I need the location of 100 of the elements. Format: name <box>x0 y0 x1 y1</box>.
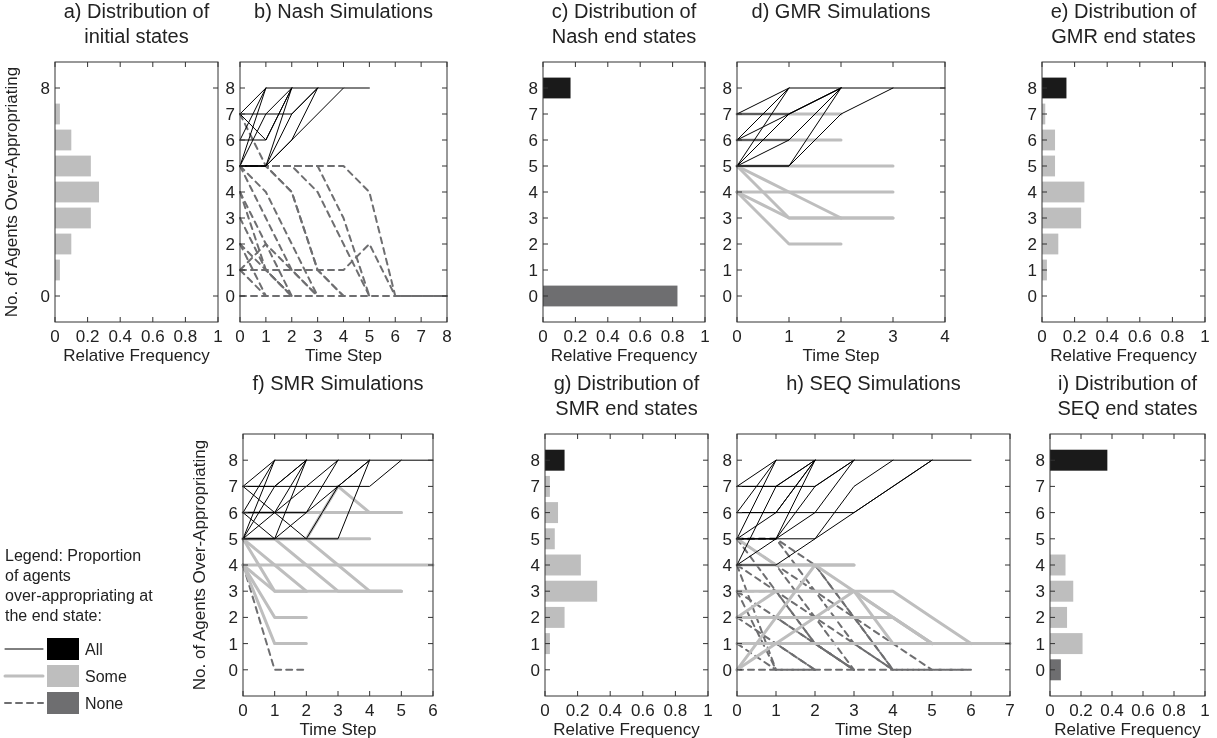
y-tick-label: 2 <box>530 608 540 628</box>
x-tick-label: 0.2 <box>1062 327 1087 346</box>
x-axis-title: Relative Frequency <box>1050 346 1198 365</box>
y-tick-label: 5 <box>722 529 732 549</box>
y-tick-label: 3 <box>722 582 732 602</box>
y-tick-label: 5 <box>530 529 540 549</box>
x-tick-label: 0.8 <box>1162 701 1186 720</box>
y-tick-label: 2 <box>528 234 538 254</box>
y-tick-label: 8 <box>1035 451 1045 471</box>
chart-title: i) Distribution of SEQ end states <box>1057 372 1198 419</box>
y-tick-label: 4 <box>228 555 238 575</box>
y-tick-label: 6 <box>528 130 538 150</box>
y-tick-label: 0 <box>1035 660 1045 680</box>
y-tick-label: 0 <box>225 286 235 306</box>
x-axis-title: Relative Frequency <box>550 346 698 365</box>
y-tick-label: 7 <box>528 104 538 124</box>
y-tick-label: 6 <box>225 130 235 150</box>
x-tick-label: 1 <box>213 327 223 346</box>
y-tick-label: 5 <box>528 156 538 176</box>
y-tick-label: 8 <box>528 78 538 98</box>
y-tick-label: 0 <box>722 286 732 306</box>
legend-label: None <box>85 694 124 712</box>
y-tick-label: 6 <box>530 503 540 523</box>
x-tick-label: 1 <box>1200 701 1210 720</box>
y-tick-label: 5 <box>1027 156 1037 176</box>
chart-title: c) Distribution of Nash end states <box>551 0 697 47</box>
x-tick-label: 6 <box>428 701 438 720</box>
y-tick-label: 5 <box>722 156 732 176</box>
y-tick-label: 4 <box>225 182 235 202</box>
y-tick-label: 6 <box>1027 130 1037 150</box>
y-tick-label: 8 <box>722 78 732 98</box>
y-tick-label: 1 <box>228 634 238 654</box>
x-tick-label: 5 <box>396 701 407 720</box>
y-tick-label: 1 <box>530 634 540 654</box>
y-tick-label: 4 <box>1035 555 1045 575</box>
y-tick-label: 6 <box>1035 503 1045 523</box>
legend-title: Legend: Proportion of agents over-appropriating at the end state: <box>5 547 154 624</box>
y-tick-label: 3 <box>225 208 235 228</box>
x-tick-label: 0.2 <box>75 327 100 346</box>
x-tick-label: 3 <box>333 701 343 720</box>
chart-title: d) GMR Simulations <box>751 0 931 22</box>
y-tick-label: 7 <box>530 477 540 497</box>
x-tick-label: 6 <box>966 701 976 720</box>
y-tick-label: 6 <box>228 503 238 523</box>
y-tick-label: 0 <box>1027 286 1037 306</box>
y-tick-label: 3 <box>530 582 540 602</box>
y-axis-title: No. of Agents Over-Appropriating <box>190 439 209 691</box>
x-tick-label: 1 <box>1200 327 1210 346</box>
y-tick-label: 2 <box>722 608 732 628</box>
x-tick-label: 1 <box>703 701 713 720</box>
y-tick-label: 6 <box>722 503 732 523</box>
x-tick-label: 0.4 <box>1095 327 1120 346</box>
x-tick-label: 2 <box>301 701 312 720</box>
y-tick-label: 3 <box>1035 582 1045 602</box>
y-tick-label: 3 <box>722 208 732 228</box>
y-tick-label: 5 <box>1035 529 1045 549</box>
legend-label: All <box>85 640 103 658</box>
x-tick-label: 0.4 <box>595 327 620 346</box>
x-tick-label: 3 <box>312 327 323 346</box>
y-tick-label: 8 <box>225 78 235 98</box>
chart-title: b) Nash Simulations <box>254 0 433 22</box>
x-tick-label: 0.4 <box>1100 701 1124 720</box>
x-axis-title: Relative Frequency <box>1054 720 1202 738</box>
x-tick-label: 2 <box>810 701 820 720</box>
x-tick-label: 1 <box>261 327 271 346</box>
x-tick-label: 1 <box>784 327 794 346</box>
y-tick-label: 4 <box>722 555 732 575</box>
y-tick-label: 2 <box>722 234 732 254</box>
y-tick-label: 1 <box>528 260 538 280</box>
x-tick-label: 4 <box>940 327 950 346</box>
y-tick-label: 8 <box>722 451 732 471</box>
x-tick-label: 5 <box>364 327 375 346</box>
y-tick-label: 0 <box>530 660 540 680</box>
y-tick-label: 0 <box>722 660 732 680</box>
x-tick-label: 0.6 <box>628 327 653 346</box>
x-tick-label: 5 <box>927 701 937 720</box>
x-axis-title: Time Step <box>802 346 880 365</box>
legend-label: Some <box>85 667 127 685</box>
x-tick-label: 8 <box>442 327 452 346</box>
chart-title: f) SMR Simulations <box>252 372 424 394</box>
x-axis-title: Time Step <box>299 720 377 738</box>
y-tick-label: 3 <box>528 208 538 228</box>
x-tick-label: 1 <box>771 701 781 720</box>
y-tick-label: 4 <box>530 555 540 575</box>
x-tick-label: 1 <box>700 327 710 346</box>
y-tick-label: 7 <box>1027 104 1037 124</box>
chart-title: a) Distribution of initial states <box>63 0 210 47</box>
y-tick-label: 4 <box>1027 182 1037 202</box>
x-tick-label: 0.6 <box>630 701 655 720</box>
y-tick-label: 8 <box>530 451 540 471</box>
x-tick-label: 7 <box>1005 701 1015 720</box>
x-tick-label: 0.6 <box>1127 327 1152 346</box>
x-tick-label: 0.2 <box>565 701 590 720</box>
y-tick-label: 4 <box>528 182 538 202</box>
x-tick-label: 0.8 <box>660 327 685 346</box>
x-tick-label: 3 <box>849 701 859 720</box>
x-tick-label: 2 <box>836 327 846 346</box>
y-tick-label: 0 <box>228 660 238 680</box>
x-tick-label: 0.8 <box>663 701 688 720</box>
chart-title: e) Distribution of GMR end states <box>1050 0 1197 47</box>
